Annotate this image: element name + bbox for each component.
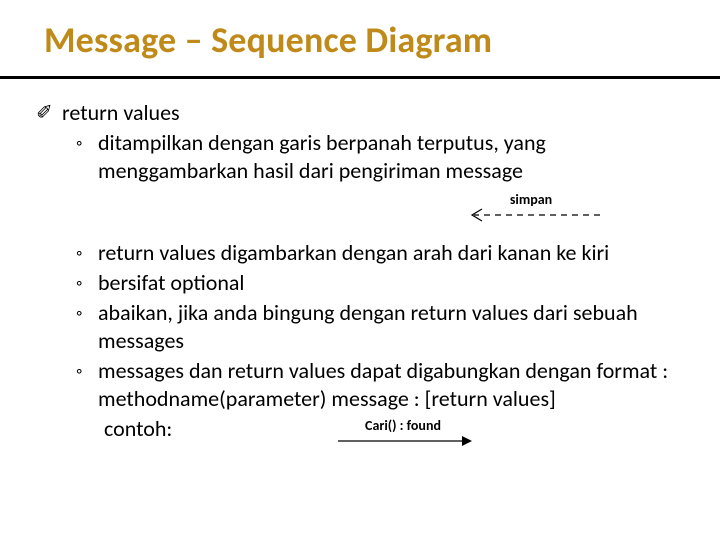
bullet-glyph: ✐ <box>36 99 62 127</box>
bullet-lvl2: ◦ messages dan return values dapat digab… <box>76 357 672 413</box>
slide-title: Message – Sequence Diagram <box>44 18 720 62</box>
arrow-label: Cari() : found <box>338 417 468 434</box>
bullet-lvl2: ◦ return values digambarkan dengan arah … <box>76 239 672 267</box>
bullet-lvl2: ◦ ditampilkan dengan garis berpanah terp… <box>76 129 672 185</box>
solid-right-arrow-icon <box>334 433 474 449</box>
bullet-lvl2-cont: contoh: Cari() : found <box>76 415 672 443</box>
dashed-left-arrow-icon <box>462 207 602 223</box>
bullet-text: abaikan, jika anda bingung dengan return… <box>98 299 672 355</box>
bullet-glyph: ◦ <box>76 357 98 385</box>
bullet-glyph: ◦ <box>76 269 98 297</box>
bullet-text: messages dan return values dapat digabun… <box>98 357 672 413</box>
bullet-glyph: ◦ <box>76 129 98 157</box>
bullet-spacer <box>76 415 98 443</box>
bullet-lvl1: ✐ return values <box>36 99 672 127</box>
bullet-glyph: ◦ <box>76 299 98 327</box>
arrow-label: simpan <box>466 191 596 208</box>
bullet-text: return values <box>62 99 180 127</box>
bullet-text: bersifat optional <box>98 269 244 297</box>
bullet-lvl2: ◦ abaikan, jika anda bingung dengan retu… <box>76 299 672 355</box>
bullet-glyph: ◦ <box>76 239 98 267</box>
slide-body: ✐ return values ◦ ditampilkan dengan gar… <box>0 79 720 443</box>
title-block: Message – Sequence Diagram <box>0 0 720 70</box>
bullet-text: ditampilkan dengan garis berpanah terput… <box>98 129 672 185</box>
slide: Message – Sequence Diagram ✐ return valu… <box>0 0 720 540</box>
return-arrow-diagram: simpan <box>36 193 672 229</box>
bullet-text: return values digambarkan dengan arah da… <box>98 239 609 267</box>
bullet-text: contoh: <box>98 415 172 443</box>
bullet-lvl2: ◦ bersifat optional <box>76 269 672 297</box>
